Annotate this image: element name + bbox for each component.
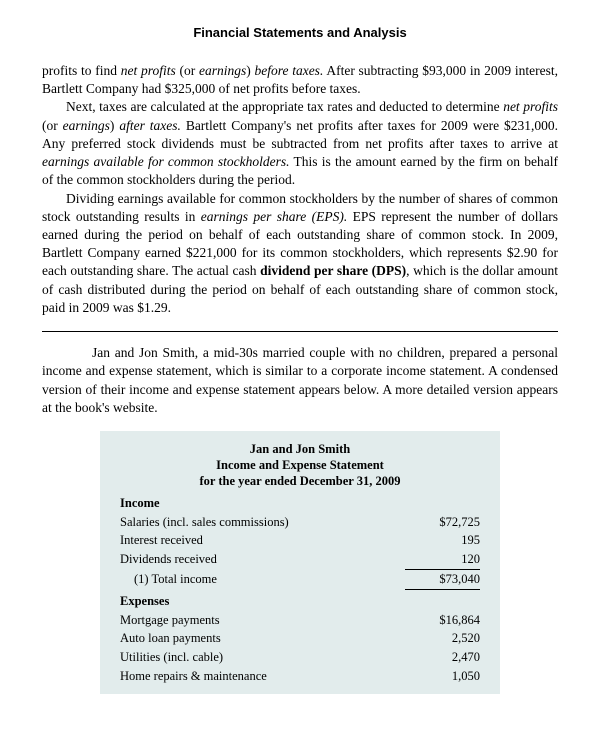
table-title-line: Income and Expense Statement: [216, 458, 384, 472]
text: ): [110, 118, 119, 133]
row-label: Utilities (incl. cable): [120, 648, 405, 667]
row-value: 195: [405, 531, 480, 550]
table-title: Jan and Jon Smith Income and Expense Sta…: [120, 441, 480, 490]
income-row: Salaries (incl. sales commissions)$72,72…: [120, 513, 480, 532]
text: Next, taxes are calculated at the approp…: [66, 99, 503, 114]
divider: [42, 331, 558, 332]
income-section-label: Income: [120, 496, 480, 511]
expenses-section-label: Expenses: [120, 594, 480, 609]
text-bold: dividend per share (DPS): [260, 263, 406, 278]
text-italic: earnings per share (EPS).: [201, 209, 348, 224]
paragraph-4: Jan and Jon Smith, a mid-30s married cou…: [42, 344, 558, 417]
table-title-line: for the year ended December 31, 2009: [199, 474, 400, 488]
text-italic: after taxes.: [119, 118, 181, 133]
row-label: Dividends received: [120, 550, 405, 570]
text: Jan and Jon Smith, a mid-30s married cou…: [42, 345, 558, 415]
page-header: Financial Statements and Analysis: [42, 25, 558, 40]
text: profits to find: [42, 63, 121, 78]
row-value: 1,050: [405, 667, 480, 686]
text-italic: earnings available for common stockholde…: [42, 154, 290, 169]
paragraph-3: Dividing earnings available for common s…: [42, 190, 558, 318]
row-value: $72,725: [405, 513, 480, 532]
income-expense-table: Jan and Jon Smith Income and Expense Sta…: [100, 431, 500, 694]
text-italic: earnings: [199, 63, 246, 78]
row-label: Salaries (incl. sales commissions): [120, 513, 405, 532]
row-label: Auto loan payments: [120, 629, 405, 648]
text-italic: net profits: [121, 63, 176, 78]
paragraph-1: profits to find net profits (or earnings…: [42, 62, 558, 98]
text-italic: net profits: [503, 99, 558, 114]
expenses-row: Auto loan payments2,520: [120, 629, 480, 648]
row-label: (1) Total income: [120, 570, 405, 590]
expenses-row: Home repairs & maintenance1,050: [120, 667, 480, 686]
row-label: Mortgage payments: [120, 611, 405, 630]
row-value: 2,520: [405, 629, 480, 648]
row-value: $73,040: [405, 570, 480, 590]
row-value: 120: [405, 550, 480, 570]
text-italic: earnings: [63, 118, 110, 133]
text: (or: [176, 63, 199, 78]
row-label: Interest received: [120, 531, 405, 550]
table-title-line: Jan and Jon Smith: [250, 442, 350, 456]
row-value: 2,470: [405, 648, 480, 667]
row-value: $16,864: [405, 611, 480, 630]
text: (or: [42, 118, 63, 133]
row-label: Home repairs & maintenance: [120, 667, 405, 686]
expenses-row: Utilities (incl. cable)2,470: [120, 648, 480, 667]
income-row: Dividends received120: [120, 550, 480, 570]
income-row: (1) Total income$73,040: [120, 570, 480, 590]
income-row: Interest received195: [120, 531, 480, 550]
expenses-row: Mortgage payments$16,864: [120, 611, 480, 630]
text-italic: before taxes.: [254, 63, 323, 78]
paragraph-2: Next, taxes are calculated at the approp…: [42, 98, 558, 189]
